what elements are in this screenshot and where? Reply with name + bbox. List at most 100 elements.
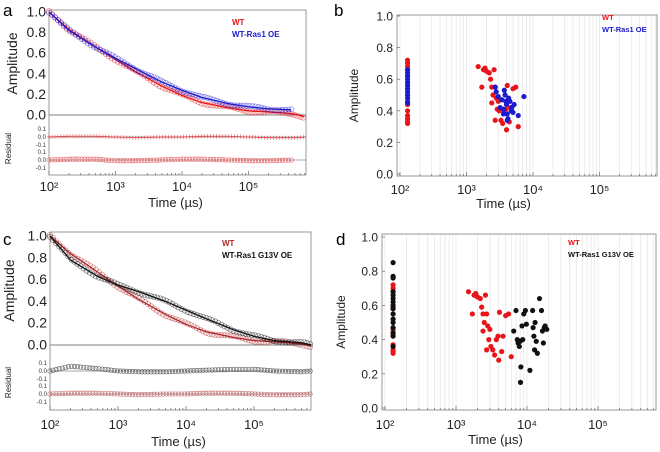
residual-point — [96, 390, 102, 396]
residual-point — [273, 368, 279, 374]
residual-point — [169, 368, 175, 375]
residual-point — [276, 157, 282, 163]
scatter-point — [475, 63, 481, 70]
residual-point — [301, 135, 306, 140]
residual-point — [139, 158, 145, 164]
residual-point — [115, 158, 121, 164]
residual-tick-label: -0.1 — [37, 400, 48, 406]
residual-point — [96, 366, 102, 372]
residual-point — [52, 157, 58, 163]
data-point — [242, 330, 249, 337]
residual-point — [175, 368, 182, 374]
scatter-point — [500, 120, 506, 127]
residual-point — [182, 368, 188, 374]
residual-point — [240, 158, 247, 164]
scatter-point — [496, 357, 502, 363]
y-axis-title: Amplitude — [1, 259, 17, 321]
residual-point — [191, 368, 197, 374]
data-point — [46, 8, 52, 15]
legend-entry: WT — [568, 238, 580, 247]
y-axis-title: Amplitude — [4, 32, 20, 94]
scatter-point — [531, 333, 537, 339]
scatter-point — [510, 109, 516, 115]
residual-point — [84, 390, 90, 396]
plot-frame — [381, 233, 657, 411]
data-point — [144, 71, 151, 78]
residual-point — [157, 369, 163, 375]
scatter-point — [500, 333, 506, 339]
data-point — [252, 109, 259, 116]
residual-point — [163, 157, 169, 163]
residual-point — [99, 390, 105, 396]
scatter-point — [487, 76, 494, 82]
x-tick-label: 10⁵ — [244, 417, 264, 432]
residual-point — [61, 156, 67, 162]
residual-tick-label: 0.0 — [39, 392, 48, 398]
residual-point — [231, 366, 237, 372]
residual-point — [212, 367, 218, 373]
y-tick-label: 0.2 — [361, 367, 378, 381]
residual-point — [163, 369, 169, 375]
residual-point — [252, 366, 258, 373]
y-tick-label: 0.2 — [376, 136, 393, 150]
residual-point — [175, 156, 181, 162]
residual-point — [295, 392, 301, 398]
residual-point — [187, 156, 193, 162]
data-point — [68, 256, 75, 263]
residual-point — [276, 392, 283, 398]
residual-tick-label: 0.0 — [38, 158, 47, 164]
residual-point — [285, 157, 291, 163]
y-tick-label: 0.4 — [27, 65, 47, 81]
residual-point — [65, 364, 71, 370]
residual-point — [130, 369, 136, 375]
scatter-point — [465, 289, 472, 295]
residual-point — [179, 368, 185, 374]
legend-entry: WT-Ras1 G13V OE — [568, 250, 634, 259]
residual-point — [286, 368, 292, 374]
data-point — [77, 257, 84, 264]
data-point — [71, 258, 78, 265]
y-axis-title: Amplitude — [347, 69, 361, 123]
residual-point — [298, 369, 304, 375]
residual-point — [148, 391, 154, 397]
scatter-point — [390, 275, 396, 281]
x-tick-label: 10⁴ — [172, 179, 192, 194]
residual-point — [84, 365, 90, 371]
residual-point — [142, 369, 148, 375]
residual-point — [130, 392, 136, 398]
scatter-point — [504, 111, 510, 117]
residual-tick-label: -0.1 — [36, 143, 47, 149]
data-point — [148, 293, 154, 300]
data-point — [99, 275, 105, 282]
scatter-point — [492, 352, 498, 358]
scatter-point — [533, 338, 539, 344]
residual-point — [234, 366, 240, 372]
scatter-point — [390, 350, 396, 356]
scatter-point — [511, 328, 517, 334]
residual-point — [199, 156, 205, 162]
residual-point — [166, 157, 172, 163]
residual-point — [136, 369, 142, 375]
residual-point — [127, 368, 133, 375]
x-tick-label: 10² — [376, 417, 395, 432]
residual-point — [133, 369, 139, 375]
residual-point — [227, 390, 234, 396]
scatter-point — [532, 319, 538, 326]
scatter-point — [515, 124, 521, 130]
scatter-point — [487, 326, 493, 332]
y-tick-label: 0.2 — [28, 315, 48, 331]
y-tick-label: 0.6 — [28, 271, 48, 287]
residual-point — [255, 391, 261, 397]
residual-point — [304, 368, 310, 374]
residual-point — [154, 369, 160, 375]
residual-point — [58, 156, 64, 163]
residual-point — [249, 366, 255, 372]
data-point — [233, 333, 240, 340]
data-point — [151, 305, 157, 312]
residual-point — [214, 157, 220, 163]
scatter-point — [404, 95, 411, 101]
data-point — [80, 258, 87, 265]
data-point — [69, 29, 76, 36]
residual-point — [160, 369, 166, 375]
residual-point — [157, 157, 163, 163]
